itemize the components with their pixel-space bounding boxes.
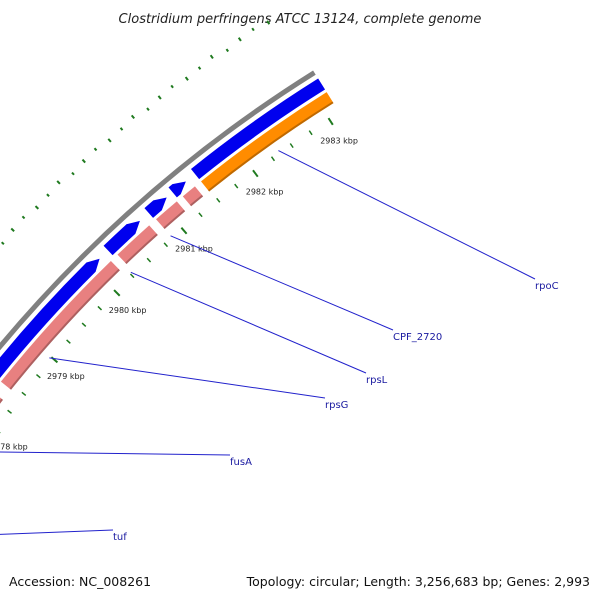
kbp-label: 2981 kbp [175,244,213,253]
gc-tick [0,241,5,245]
kbp-ruler [0,117,334,434]
gc-tick [157,95,162,100]
forward-cds[interactable] [168,181,186,198]
gc-tick [209,54,214,60]
cds-shadow [189,194,204,207]
kbp-minor-tick [289,143,294,149]
forward-cds[interactable] [144,197,167,218]
gc-tick [10,227,15,232]
forward-strand-track [0,78,326,383]
gc-tick [266,20,271,25]
gc-tick [107,138,112,143]
kbp-minor-tick [129,273,135,279]
forward-cds[interactable] [0,258,100,383]
kbp-label: 2983 kbp [320,136,358,145]
kbp-minor-tick [7,409,12,414]
kbp-minor-tick [234,183,239,189]
reverse-cds[interactable] [182,186,204,207]
gc-tick [170,84,174,89]
gc-tick [93,147,98,152]
gene-labels: tuf fusA rpsG rpsL CPF_2720 rpoC [0,150,559,543]
kbp-minor-tick [21,391,27,397]
gene-leader-line [0,529,114,535]
cds-shadow [9,268,120,390]
outer-gc-ticks [0,20,271,245]
cds-shadow [0,398,3,404]
kbp-minor-tick [35,374,41,379]
gc-tick [119,127,124,131]
backbone-circle [0,70,316,351]
forward-cds[interactable] [190,78,326,180]
cds-shadow [125,233,158,265]
kbp-major-tick [327,117,334,126]
gc-tick [225,48,230,53]
kbp-minor-tick [216,197,221,203]
reverse-cds[interactable] [201,92,334,192]
genome-backbone [0,70,316,351]
gc-tick [184,76,189,81]
kbp-major-tick [113,289,121,297]
gc-tick [146,107,150,112]
gc-tick [130,114,135,120]
gene-leader-line [49,357,326,399]
kbp-minor-tick [97,305,103,311]
gene-leader-line [130,271,367,374]
reverse-strand-track [0,92,334,595]
gc-tick [71,171,75,176]
kbp-minor-tick [146,257,152,263]
gc-tick [237,37,242,42]
kbp-major-tick [252,169,259,178]
kbp-label: 2978 kbp [0,442,28,451]
kbp-label: 2979 kbp [47,372,85,381]
gene-label[interactable]: fusA [230,457,252,468]
gene-label[interactable]: rpsL [366,375,388,386]
gene-label[interactable]: CPF_2720 [393,332,442,343]
cds-shadow [163,209,186,230]
gc-tick [34,205,40,210]
forward-cds[interactable] [103,220,140,256]
gene-leader-line [170,235,394,331]
gene-label[interactable]: rpsG [325,400,348,411]
map-title: Clostridium perfringens ATCC 13124, comp… [119,12,482,27]
gc-tick [251,27,255,32]
gene-label[interactable]: tuf [113,532,127,543]
kbp-label: 2982 kbp [246,188,284,197]
kbp-minor-tick [66,339,71,344]
gc-tick [21,215,26,220]
reverse-cds[interactable] [156,201,186,230]
accession-label: Accession: NC_008261 [9,574,151,589]
gc-tick [56,180,61,185]
kbp-minor-tick [163,242,169,248]
gc-tick [197,66,202,70]
kbp-minor-tick [308,130,313,136]
kbp-minor-tick [198,212,203,218]
gene-leader-line [278,150,536,280]
gene-leader-line [0,451,231,456]
reverse-cds[interactable] [117,225,158,265]
kbp-minor-tick [270,156,276,162]
reverse-cds[interactable] [0,260,120,390]
reverse-cds[interactable] [0,392,4,595]
gc-tick [46,193,50,197]
genome-summary: Topology: circular; Length: 3,256,683 bp… [246,574,590,589]
kbp-minor-tick [81,322,87,328]
gc-tick [81,158,86,164]
cds-shadow [207,101,334,192]
kbp-label: 2980 kbp [109,306,147,315]
kbp-major-tick [180,227,188,235]
gene-label[interactable]: rpoC [535,281,559,292]
